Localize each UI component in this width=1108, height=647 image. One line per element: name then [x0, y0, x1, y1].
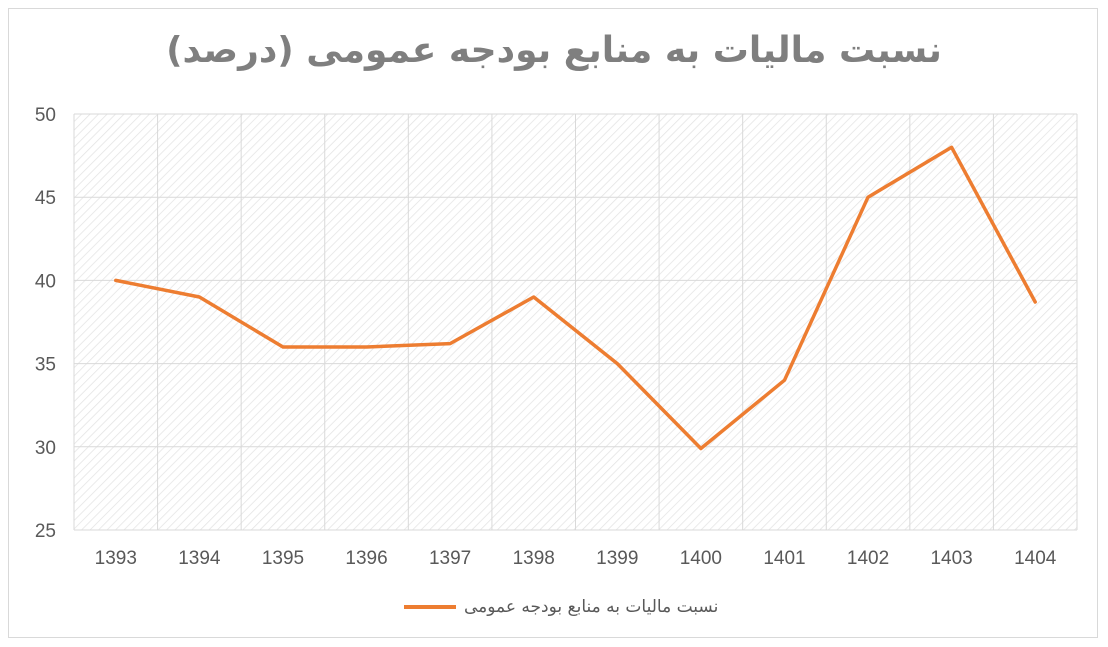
- x-tick-label: 1396: [345, 548, 387, 569]
- x-tick-label: 1397: [429, 548, 471, 569]
- series-line: [114, 145, 1037, 451]
- chart-legend: نسبت مالیات به منابع بودجه عمومی: [404, 592, 718, 622]
- x-tick-label: 1402: [847, 548, 889, 569]
- x-tick-label: 1395: [262, 548, 304, 569]
- y-tick-label: 50: [35, 105, 56, 126]
- y-tick-label: 45: [35, 188, 56, 209]
- x-tick-label: 1398: [513, 548, 555, 569]
- x-tick-label: 1403: [930, 548, 972, 569]
- x-tick-label: 1401: [763, 548, 805, 569]
- y-tick-label: 40: [35, 271, 56, 292]
- legend-swatch: [404, 605, 456, 609]
- y-tick-label: 25: [35, 521, 56, 542]
- x-tick-label: 1394: [178, 548, 221, 569]
- legend-label: نسبت مالیات به منابع بودجه عمومی: [464, 597, 719, 617]
- x-tick-label: 1404: [1014, 548, 1057, 569]
- x-tick-label: 1393: [95, 548, 137, 569]
- chart-title: نسبت مالیات به منابع بودجه عمومی (درصد): [166, 30, 942, 71]
- y-tick-label: 35: [35, 355, 56, 376]
- y-tick-label: 30: [35, 438, 56, 459]
- x-tick-label: 1399: [596, 548, 638, 569]
- x-tick-label: 1400: [680, 548, 722, 569]
